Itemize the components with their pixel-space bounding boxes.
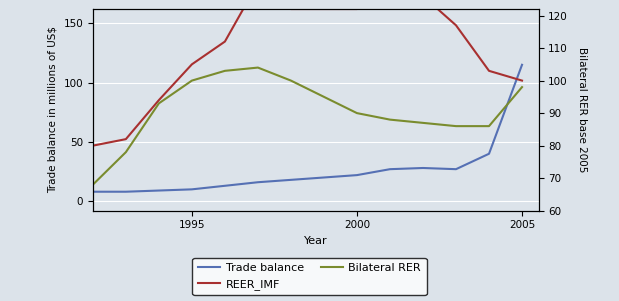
Legend: Trade balance, REER_IMF, Bilateral RER: Trade balance, REER_IMF, Bilateral RER [193, 258, 426, 296]
Y-axis label: Bilateral RER base 2005: Bilateral RER base 2005 [578, 47, 587, 172]
X-axis label: Year: Year [304, 236, 327, 246]
Y-axis label: Trade balance in millions of US$: Trade balance in millions of US$ [48, 26, 58, 193]
